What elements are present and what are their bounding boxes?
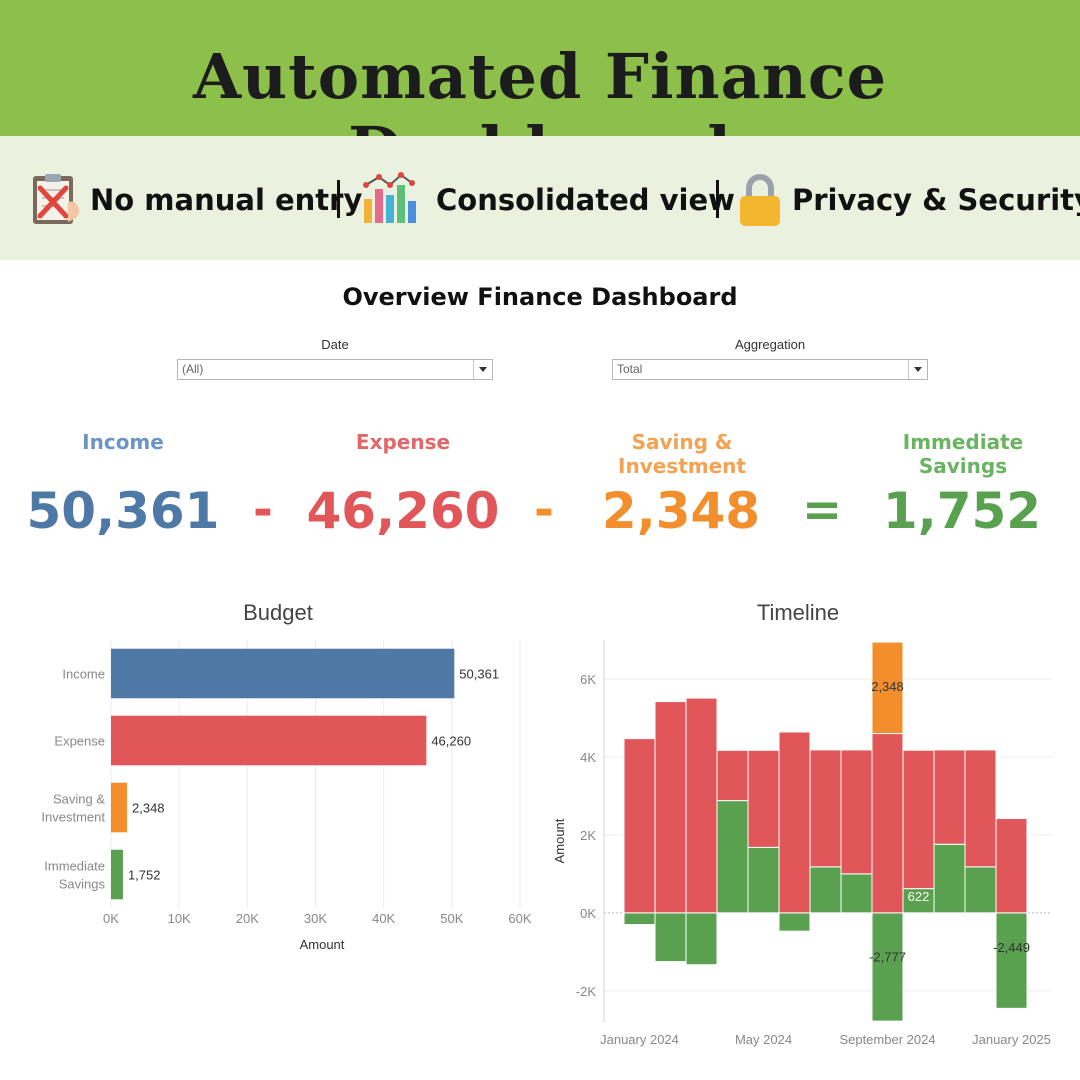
y-tick-label: 6K [580,672,596,687]
y-tick-label: Saving & [53,792,105,807]
bar [111,782,128,833]
bar [871,641,904,735]
y-axis-label: Amount [552,818,567,863]
date-filter-label: Date [321,337,349,352]
chart-title: Timeline [757,600,839,625]
bar [111,849,123,900]
data-label: 1,752 [128,868,161,883]
bar [685,697,718,914]
feature-no-manual-entry: No manual entry [30,174,363,224]
bar [111,715,427,766]
kpi-expense-label: Expense [355,430,451,454]
bar [747,846,780,914]
x-tick-label: 30K [304,911,327,926]
y-tick-label: 0K [580,906,596,921]
bar [871,912,904,1022]
bar [871,733,904,914]
bar [995,912,1028,1009]
x-tick-label: September 2024 [839,1032,935,1047]
aggregation-filter-value: Total [617,362,643,376]
bar [809,866,842,914]
chevron-down-icon[interactable] [908,360,927,379]
bar [716,749,749,802]
y-tick-label: Savings [59,877,106,892]
kpi-saving-value: 2,348 [601,482,761,540]
bar [778,912,811,932]
x-tick-label: 0K [103,911,119,926]
y-tick-label: Investment [41,810,105,825]
clipboard-cross-icon [30,172,86,228]
feature-consolidated-view: Consolidated view [360,172,735,223]
x-tick-label: 10K [168,911,191,926]
bar [933,843,966,914]
y-tick-label: Immediate [44,859,105,874]
operator-equals: = [802,482,843,538]
x-tick-label: January 2024 [600,1032,679,1047]
x-tick-label: 40K [372,911,395,926]
bar [840,873,873,914]
bar [623,738,656,914]
bar [809,749,842,868]
data-label: 2,348 [871,679,904,694]
x-tick-label: January 2025 [972,1032,1051,1047]
x-axis-label: Amount [300,937,345,952]
kpi-immediate-label: Immediate Savings [902,430,1024,478]
bar [685,912,718,966]
bar [995,818,1028,914]
padlock-icon [738,172,782,228]
header-banner: Automated Finance Dashboard [0,0,1080,186]
x-tick-label: May 2024 [735,1032,792,1047]
x-tick-label: 50K [440,911,463,926]
y-tick-label: 2K [580,828,596,843]
bar [716,800,749,914]
divider [337,180,340,218]
bar [964,866,997,914]
y-tick-label: Income [62,667,105,682]
bar [964,749,997,868]
chart-title: Budget [243,600,313,625]
kpi-expense-value: 46,260 [306,482,500,540]
data-label: 622 [908,889,930,904]
x-tick-label: 20K [236,911,259,926]
divider [716,180,719,218]
bar [654,701,687,914]
aggregation-filter-label: Aggregation [734,337,806,352]
chevron-down-icon[interactable] [473,360,492,379]
timeline-chart: Timeline -2K 0K 2K 4K 6K Amount January 2024 May… [552,600,1052,1047]
feature-privacy-security: Privacy & Security [738,174,1080,226]
bar [623,912,656,926]
data-label: -2,449 [993,940,1030,955]
kpi-saving-label: Saving & Investment [618,430,746,478]
bar [840,749,873,875]
data-label: 46,260 [431,734,471,749]
kpi-immediate-value: 1,752 [882,482,1042,540]
date-filter-dropdown[interactable]: (All) [177,359,493,380]
kpi-income-value: 50,361 [26,482,220,540]
features-strip: No manual entry Consolidated view [0,136,1080,260]
feature-label: Privacy & Security [792,183,1080,217]
y-tick-label: 4K [580,750,596,765]
data-label: 2,348 [132,801,165,816]
budget-chart: Budget 0K 10K 20K 30K 40K 50K 60K Amount 50,361 In… [41,600,531,952]
kpi-income-label: Income [82,430,164,454]
operator-minus: - [534,482,554,538]
data-label: -2,777 [869,950,906,965]
aggregation-filter-dropdown[interactable]: Total [612,359,928,380]
feature-label: Consolidated view [436,183,735,217]
y-tick-label: Expense [54,734,105,749]
dashboard-title: Overview Finance Dashboard [342,283,738,311]
y-tick-label: -2K [576,984,597,999]
bar [902,749,935,890]
feature-label: No manual entry [90,183,363,217]
date-filter-value: (All) [182,362,204,376]
operator-minus: - [253,482,273,538]
bar-chart-icon [360,171,418,229]
data-label: 50,361 [459,667,499,682]
bar [778,731,811,914]
bar [747,749,780,848]
x-tick-label: 60K [508,911,531,926]
bar [933,749,966,845]
bar [654,912,687,963]
bar [111,648,455,699]
